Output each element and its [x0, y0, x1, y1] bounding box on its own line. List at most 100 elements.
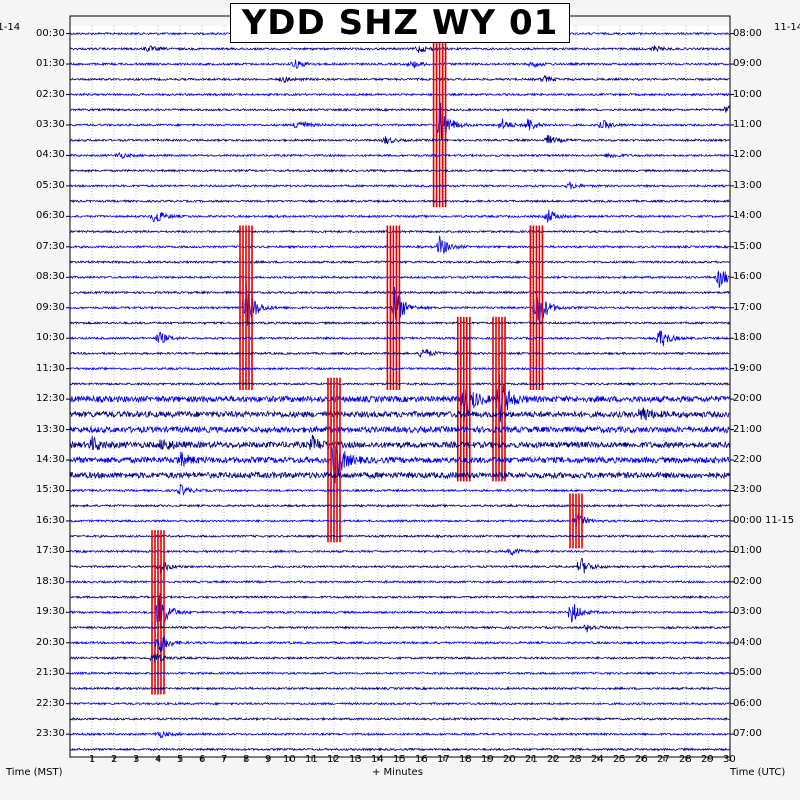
- right-tick-label: 05:00: [733, 667, 762, 679]
- right-tick-label: 11:00: [733, 118, 762, 130]
- plot-title: YDD SHZ WY 01: [230, 3, 570, 43]
- trace-29: [69, 446, 730, 485]
- right-tick-label: 16:00: [733, 271, 762, 283]
- trace-44: [69, 686, 730, 691]
- right-tick-label: 10:00: [733, 88, 762, 100]
- x-tick-label: 5: [177, 754, 184, 765]
- clipped-event: [239, 225, 253, 390]
- trace-43: [69, 671, 730, 676]
- right-tick-label: 07:00: [733, 728, 762, 740]
- trace-33: [69, 513, 730, 527]
- left-tick-label: 05:30: [36, 179, 65, 191]
- left-tick-label: 11:30: [36, 362, 65, 374]
- trace-5: [69, 92, 730, 97]
- trace-36: [69, 557, 730, 575]
- left-tick-label: 13:30: [36, 423, 65, 435]
- trace-6: [69, 105, 730, 113]
- left-tick-label: 19:30: [36, 606, 65, 618]
- x-tick-label: 19: [481, 754, 494, 765]
- clipped-event: [386, 225, 401, 390]
- left-tick-label: 15:30: [36, 484, 65, 496]
- right-tick-label: 21:00: [733, 423, 762, 435]
- left-tick-label: 02:30: [36, 88, 65, 100]
- trace-12: [69, 198, 730, 204]
- right-tick-label: 22:00: [733, 454, 762, 466]
- trace-39: [69, 592, 730, 629]
- trace-4: [69, 74, 730, 84]
- x-tick-label: 29: [701, 754, 714, 765]
- left-tick-label: 23:30: [36, 728, 65, 740]
- left-tick-label: 20:30: [36, 636, 65, 648]
- trace-34: [69, 533, 730, 539]
- clipped-event: [151, 530, 165, 695]
- x-tick-label: 8: [243, 754, 250, 765]
- left-tick-label: 16:30: [36, 514, 65, 526]
- right-tick-label: 03:00: [733, 606, 762, 618]
- clipped-event: [529, 225, 544, 390]
- x-tick-label: 27: [657, 754, 670, 765]
- right-tick-label: 06:00: [733, 697, 762, 709]
- right-date-label: 11-14: [774, 22, 800, 33]
- right-tick-label: 15:00: [733, 240, 762, 252]
- trace-20: [69, 320, 730, 326]
- x-tick-label: 28: [679, 754, 692, 765]
- x-tick-label: 26: [635, 754, 648, 765]
- trace-48: [69, 747, 730, 752]
- trace-45: [69, 701, 730, 706]
- x-tick-label: 15: [393, 754, 406, 765]
- x-axis-label: + Minutes: [372, 767, 423, 778]
- trace-35: [69, 548, 730, 556]
- trace-47: [69, 730, 730, 739]
- right-axis-label: Time (UTC): [730, 767, 786, 778]
- left-tick-label: 00:30: [36, 27, 65, 39]
- x-tick-label: 14: [371, 754, 384, 765]
- left-tick-label: 10:30: [36, 332, 65, 344]
- left-tick-label: 17:30: [36, 545, 65, 557]
- trace-11: [69, 181, 730, 190]
- trace-32: [69, 503, 730, 509]
- trace-9: [70, 151, 730, 159]
- trace-25: [69, 374, 730, 423]
- right-tick-label: 13:00: [733, 179, 762, 191]
- left-tick-label: 12:30: [36, 393, 65, 405]
- trace-8: [69, 134, 730, 145]
- left-tick-label: 09:30: [36, 301, 65, 313]
- left-tick-label: 06:30: [36, 210, 65, 222]
- trace-7: [69, 98, 730, 141]
- right-tick-label: 20:00: [733, 393, 762, 405]
- clipped-event: [432, 42, 447, 208]
- right-tick-label: 19:00: [733, 362, 762, 374]
- x-tick-label: 17: [437, 754, 450, 765]
- trace-46: [69, 716, 730, 722]
- right-tick-label: 14:00: [733, 210, 762, 222]
- trace-22: [69, 349, 730, 359]
- trace-21: [69, 330, 730, 347]
- trace-30: [69, 470, 730, 480]
- x-tick-label: 22: [547, 754, 560, 765]
- clipped-event: [569, 493, 583, 549]
- trace-37: [69, 579, 730, 584]
- trace-41: [69, 635, 730, 652]
- x-tick-label: 11: [305, 754, 318, 765]
- trace-27: [69, 425, 730, 434]
- left-tick-label: 18:30: [36, 575, 65, 587]
- x-tick-label: 1: [89, 754, 96, 765]
- left-date-label: 11-14: [0, 22, 21, 33]
- trace-40: [69, 624, 730, 633]
- right-tick-label: 01:00: [733, 545, 762, 557]
- trace-31: [70, 483, 730, 497]
- x-tick-label: 7: [221, 754, 228, 765]
- left-tick-label: 03:30: [36, 118, 65, 130]
- clipped-event: [492, 316, 506, 482]
- left-tick-label: 22:30: [36, 697, 65, 709]
- x-tick-label: 10: [283, 754, 296, 765]
- right-tick-label: 18:00: [733, 332, 762, 344]
- left-tick-label: 08:30: [36, 271, 65, 283]
- trace-26: [69, 407, 730, 421]
- trace-42: [69, 653, 730, 662]
- right-tick-label: 12:00: [733, 149, 762, 161]
- left-tick-label: 04:30: [36, 149, 65, 161]
- x-tick-label: 18: [459, 754, 472, 765]
- x-tick-label: 16: [415, 754, 428, 765]
